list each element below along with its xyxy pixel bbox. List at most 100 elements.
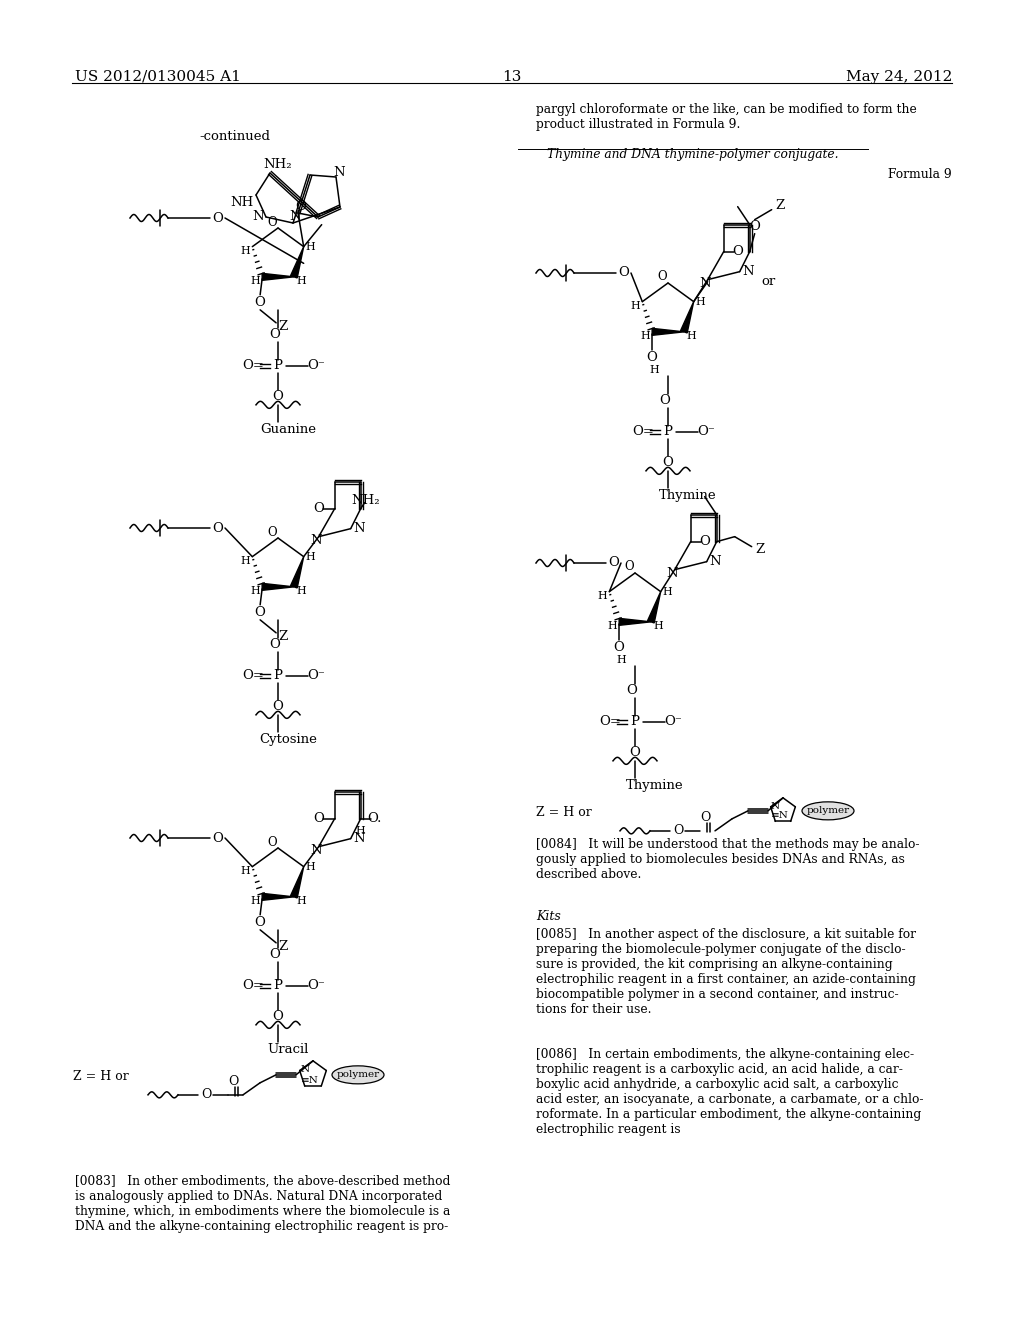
Polygon shape [291,247,304,279]
Polygon shape [681,302,693,333]
Text: O: O [255,606,265,619]
Text: 13: 13 [503,70,521,84]
Text: N: N [310,845,322,857]
Text: Z: Z [755,543,764,556]
Text: O: O [213,211,223,224]
Polygon shape [620,618,651,626]
Text: H: H [631,301,640,310]
Text: O=: O= [599,715,621,729]
Text: O: O [267,525,276,539]
Text: [0083]   In other embodiments, the above-described method
is analogously applied: [0083] In other embodiments, the above-d… [75,1175,451,1233]
Text: O: O [296,201,306,214]
Text: O: O [699,812,711,825]
Text: Z: Z [775,199,784,213]
Text: H: H [653,620,663,631]
Text: O: O [267,836,276,849]
Text: NH₂: NH₂ [264,158,292,172]
Text: H: H [616,655,626,665]
Text: Thymine: Thymine [627,779,684,792]
Text: Guanine: Guanine [260,424,316,437]
Text: O: O [269,329,281,342]
Text: O: O [627,684,637,697]
Text: May 24, 2012: May 24, 2012 [846,70,952,84]
Text: H: H [686,331,695,341]
Polygon shape [262,273,294,280]
Ellipse shape [802,801,854,820]
Text: O: O [618,267,630,280]
Text: P: P [664,425,673,438]
Text: H: H [695,297,706,306]
Text: pargyl chloroformate or the like, can be modified to form the
product illustrate: pargyl chloroformate or the like, can be… [536,103,916,131]
Text: N: N [300,1065,309,1074]
Text: Z: Z [279,631,288,643]
Text: O: O [213,521,223,535]
Text: polymer: polymer [337,1071,380,1080]
Text: O: O [227,1076,239,1089]
Text: H: H [306,862,315,871]
Text: NH₂: NH₂ [351,494,380,507]
Text: O: O [313,502,325,515]
Text: O: O [630,746,640,759]
Text: O: O [272,701,284,713]
Text: O⁻: O⁻ [664,715,682,729]
Text: US 2012/0130045 A1: US 2012/0130045 A1 [75,70,241,84]
Polygon shape [652,329,684,335]
Text: O⁻: O⁻ [307,359,325,372]
Text: O: O [647,351,657,364]
Polygon shape [262,583,294,590]
Text: P: P [631,715,640,729]
Text: Z: Z [279,940,288,953]
Polygon shape [291,557,304,587]
Text: Z = H or: Z = H or [73,1069,129,1082]
Text: H: H [296,276,306,286]
Text: Uracil: Uracil [267,1043,308,1056]
Polygon shape [262,894,294,900]
Text: O: O [673,825,683,837]
Text: Thymine and DNA thymine-polymer conjugate.: Thymine and DNA thymine-polymer conjugat… [547,148,839,161]
Text: H: H [597,590,607,601]
Text: Thymine: Thymine [659,490,717,503]
Text: H: H [296,586,306,595]
Polygon shape [291,867,304,898]
Text: O: O [659,395,671,408]
Text: N: N [666,568,678,581]
Text: N: N [353,523,365,535]
Text: [0086]   In certain embodiments, the alkyne-containing elec-
trophilic reagent i: [0086] In certain embodiments, the alkyn… [536,1048,924,1137]
Text: O⁻: O⁻ [307,979,325,993]
Text: H: H [241,866,250,875]
Text: H: H [250,586,260,595]
Text: N: N [741,265,754,279]
Text: O=: O= [242,359,264,372]
Text: H: H [250,276,260,286]
Text: N: N [333,166,345,180]
Text: polymer: polymer [807,807,850,816]
Text: P: P [273,359,283,372]
Text: H: H [649,364,659,375]
Text: O: O [750,220,760,234]
Text: H: H [306,552,315,561]
Text: [0084]   It will be understood that the methods may be analo-
gously applied to : [0084] It will be understood that the me… [536,838,920,880]
Text: O: O [625,561,634,573]
Text: H: H [355,825,366,836]
Text: Formula 9: Formula 9 [888,168,952,181]
Text: N: N [310,535,322,548]
Text: NH: NH [230,197,254,210]
Text: O=: O= [242,669,264,682]
Text: H: H [296,896,306,906]
Text: O: O [657,271,667,284]
Text: O: O [269,948,281,961]
Text: Z: Z [279,321,288,334]
Text: O: O [732,246,743,259]
Text: O: O [663,457,674,470]
Text: O: O [255,916,265,929]
Text: N: N [252,210,264,223]
Text: O: O [269,639,281,651]
Text: H: H [306,242,315,252]
Text: O=: O= [242,979,264,993]
Polygon shape [647,591,660,623]
Text: ≡N: ≡N [771,812,788,820]
Text: O⁻: O⁻ [697,425,715,438]
Text: O: O [213,832,223,845]
Text: O: O [267,215,276,228]
Text: or: or [762,275,776,288]
